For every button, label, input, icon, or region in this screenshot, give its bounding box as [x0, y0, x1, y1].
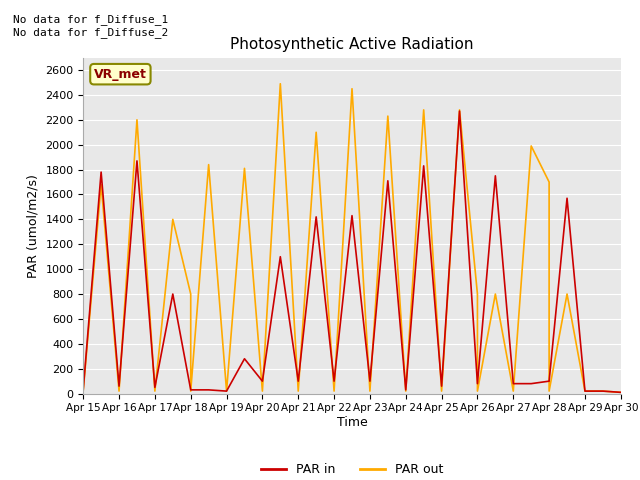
PAR out [259, 388, 266, 394]
Y-axis label: PAR (umol/m2/s): PAR (umol/m2/s) [27, 174, 40, 277]
PAR out [97, 181, 105, 187]
PAR in [330, 378, 338, 384]
PAR out [223, 388, 230, 394]
PAR in [456, 108, 463, 114]
PAR in [115, 383, 123, 389]
PAR in [474, 381, 481, 386]
Text: No data for f_Diffuse_1
No data for f_Diffuse_2: No data for f_Diffuse_1 No data for f_Di… [13, 14, 168, 38]
PAR out [169, 216, 177, 222]
PAR in [330, 378, 338, 384]
PAR in [527, 381, 535, 386]
PAR in [492, 173, 499, 179]
PAR in [599, 388, 607, 394]
PAR in [509, 381, 517, 386]
PAR in [348, 213, 356, 218]
PAR in [581, 388, 589, 394]
PAR out [509, 388, 517, 394]
PAR out [115, 388, 123, 394]
Title: Photosynthetic Active Radiation: Photosynthetic Active Radiation [230, 37, 474, 52]
PAR out [366, 388, 374, 394]
PAR out [187, 388, 195, 394]
PAR in [97, 169, 105, 175]
PAR out [617, 389, 625, 395]
PAR in [384, 178, 392, 184]
PAR out [259, 388, 266, 394]
PAR in [276, 254, 284, 260]
PAR out [187, 291, 195, 297]
PAR out [509, 388, 517, 394]
PAR out [545, 179, 553, 185]
PAR in [241, 356, 248, 361]
PAR in [151, 384, 159, 390]
PAR out [581, 388, 589, 394]
Line: PAR in: PAR in [83, 111, 621, 392]
PAR in [545, 378, 553, 384]
PAR out [241, 166, 248, 171]
PAR out [402, 388, 410, 394]
Legend: PAR in, PAR out: PAR in, PAR out [255, 458, 449, 480]
X-axis label: Time: Time [337, 416, 367, 429]
PAR in [366, 378, 374, 384]
PAR in [259, 378, 266, 384]
PAR out [294, 388, 302, 394]
PAR out [330, 388, 338, 394]
PAR out [474, 291, 481, 297]
PAR out [438, 388, 445, 394]
PAR in [509, 381, 517, 386]
PAR out [348, 86, 356, 92]
PAR out [223, 388, 230, 394]
PAR out [79, 388, 87, 394]
PAR in [617, 389, 625, 395]
PAR in [259, 378, 266, 384]
PAR in [187, 387, 195, 393]
PAR out [402, 388, 410, 394]
PAR out [276, 81, 284, 86]
PAR in [474, 381, 481, 386]
PAR out [330, 388, 338, 394]
PAR out [133, 117, 141, 123]
PAR in [402, 387, 410, 393]
PAR in [294, 378, 302, 384]
PAR in [151, 384, 159, 390]
PAR in [169, 291, 177, 297]
PAR in [312, 214, 320, 220]
PAR out [312, 130, 320, 135]
PAR in [133, 158, 141, 164]
Line: PAR out: PAR out [83, 84, 621, 392]
PAR out [294, 388, 302, 394]
PAR in [223, 388, 230, 394]
PAR in [187, 387, 195, 393]
PAR in [545, 378, 553, 384]
PAR out [151, 388, 159, 394]
PAR in [294, 378, 302, 384]
PAR out [438, 388, 445, 394]
PAR out [527, 143, 535, 149]
PAR out [563, 291, 571, 297]
PAR in [420, 163, 428, 169]
PAR out [205, 162, 212, 168]
PAR in [581, 388, 589, 394]
PAR out [545, 388, 553, 394]
PAR in [438, 383, 445, 389]
PAR out [115, 388, 123, 394]
Text: VR_met: VR_met [94, 68, 147, 81]
PAR out [492, 291, 499, 297]
PAR in [223, 388, 230, 394]
PAR in [79, 387, 87, 393]
PAR out [384, 113, 392, 119]
PAR in [366, 378, 374, 384]
PAR out [599, 388, 607, 394]
PAR out [456, 107, 463, 113]
PAR out [151, 388, 159, 394]
PAR in [438, 383, 445, 389]
PAR in [563, 195, 571, 201]
PAR in [205, 387, 212, 393]
PAR in [402, 387, 410, 393]
PAR out [420, 107, 428, 113]
PAR out [581, 388, 589, 394]
PAR in [115, 383, 123, 389]
PAR out [474, 388, 481, 394]
PAR out [366, 388, 374, 394]
